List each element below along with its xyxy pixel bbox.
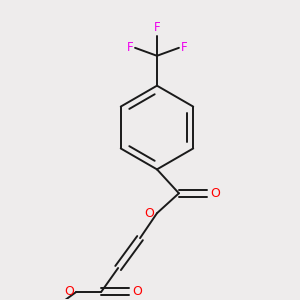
Text: O: O — [132, 285, 142, 298]
Text: F: F — [126, 41, 133, 54]
Text: F: F — [154, 21, 160, 34]
Text: O: O — [144, 207, 154, 220]
Text: F: F — [181, 41, 188, 54]
Text: O: O — [64, 285, 74, 298]
Text: O: O — [210, 187, 220, 200]
